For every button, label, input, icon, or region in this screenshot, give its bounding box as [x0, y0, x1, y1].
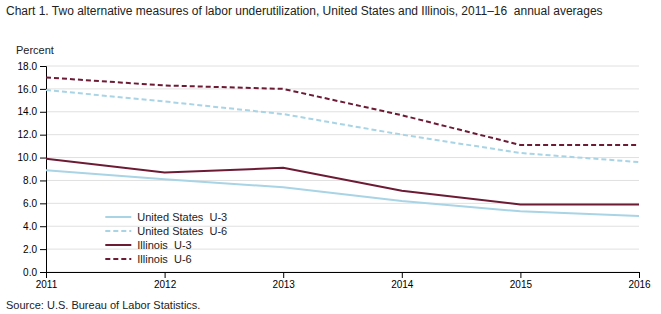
y-tick-label: 12.0 [18, 129, 38, 140]
y-axis-label: Percent [16, 44, 54, 56]
grid-line [46, 226, 639, 227]
grid-line [46, 157, 639, 158]
x-tick-label: 2012 [154, 279, 177, 290]
grid-line [46, 66, 639, 67]
y-tick: 8.0 [23, 175, 46, 186]
legend-item: United States U-3 [105, 211, 227, 223]
y-tick-mark [40, 249, 46, 250]
y-tick: 12.0 [18, 129, 46, 140]
x-tick-label: 2016 [628, 279, 651, 290]
y-tick-mark [40, 158, 46, 159]
y-tick: 16.0 [18, 84, 46, 95]
x-tick-label: 2015 [510, 279, 533, 290]
y-tick-label: 2.0 [23, 244, 37, 255]
grid-line [46, 88, 639, 89]
legend-label: Illinois U-6 [137, 253, 191, 265]
x-tick-label: 2011 [36, 279, 58, 290]
x-tick: 2011 [36, 272, 58, 290]
x-axis-line [47, 273, 640, 279]
x-tick-mark [639, 272, 640, 278]
x-tick-mark [165, 272, 166, 278]
y-tick-mark [40, 135, 46, 136]
legend-swatch [105, 230, 131, 232]
chart: Chart 1. Two alternative measures of lab… [0, 0, 661, 314]
y-tick-mark [40, 272, 46, 273]
legend-item: United States U-6 [105, 225, 227, 237]
legend-label: Illinois U-3 [137, 239, 191, 251]
y-tick-label: 0.0 [23, 267, 37, 278]
x-tick: 2016 [628, 272, 651, 290]
x-tick: 2015 [510, 272, 533, 290]
x-tick-mark [402, 272, 403, 278]
legend-swatch [105, 216, 131, 218]
series-line [46, 77, 639, 145]
y-tick: 2.0 [23, 244, 46, 255]
y-tick-label: 14.0 [18, 106, 38, 117]
x-tick: 2014 [391, 272, 414, 290]
x-tick-mark [520, 272, 521, 278]
y-axis-line [40, 67, 47, 273]
x-tick-label: 2014 [391, 279, 414, 290]
y-tick: 6.0 [23, 198, 46, 209]
lines [46, 77, 639, 215]
y-tick: 4.0 [23, 221, 46, 232]
y-tick-label: 8.0 [23, 175, 37, 186]
y-tick-mark [40, 203, 46, 204]
y-tick: 14.0 [18, 106, 46, 117]
x-tick-mark [283, 272, 284, 278]
title: Chart 1. Two alternative measures of lab… [6, 4, 603, 18]
y-tick-mark [40, 66, 46, 67]
y-tick-mark [40, 226, 46, 227]
legend-item: Illinois U-3 [105, 239, 191, 251]
grid-line [46, 249, 639, 250]
legend-label: United States U-3 [137, 211, 227, 223]
x-tick: 2013 [273, 272, 296, 290]
x-tick-mark [46, 272, 47, 278]
x-tick: 2012 [154, 272, 177, 290]
y-tick-label: 18.0 [18, 61, 38, 72]
y-tick: 18.0 [18, 61, 46, 72]
legend-item: Illinois U-6 [105, 253, 191, 265]
y-tick-mark [40, 112, 46, 113]
y-tick: 10.0 [18, 152, 46, 163]
y-tick-label: 6.0 [23, 198, 37, 209]
y-tick-label: 4.0 [23, 221, 37, 232]
y-tick-mark [40, 180, 46, 181]
legend-swatch [105, 244, 131, 246]
series-line [46, 159, 639, 205]
y-tick-mark [40, 89, 46, 90]
title-line: Chart 1. Two alternative measures of lab… [6, 4, 603, 18]
y-tick-label: 10.0 [18, 152, 38, 163]
y-axis: 0.0 2.0 4.0 6.0 8.0 10.0 12.0 14.0 16.0 18.0 [18, 61, 47, 278]
x-tick-label: 2013 [273, 279, 296, 290]
series-line [46, 170, 639, 216]
y-tick: 0.0 [23, 267, 46, 278]
legend-label: United States U-6 [137, 225, 227, 237]
grid-line [46, 134, 639, 135]
legend-swatch [105, 258, 131, 260]
plot: 0.02.04.06.08.010.012.014.016.018.020112… [18, 61, 652, 290]
y-tick-label: 16.0 [18, 84, 38, 95]
annotation: Source: U.S. Bureau of Labor Statistics. [6, 299, 200, 311]
grid [46, 66, 639, 272]
x-axis: 2011 2012 2013 2014 2015 2016 [36, 272, 651, 290]
legend: United States U-3 United States U-6 Illino… [105, 211, 227, 265]
grid-line [46, 111, 639, 112]
series-line [46, 90, 639, 162]
